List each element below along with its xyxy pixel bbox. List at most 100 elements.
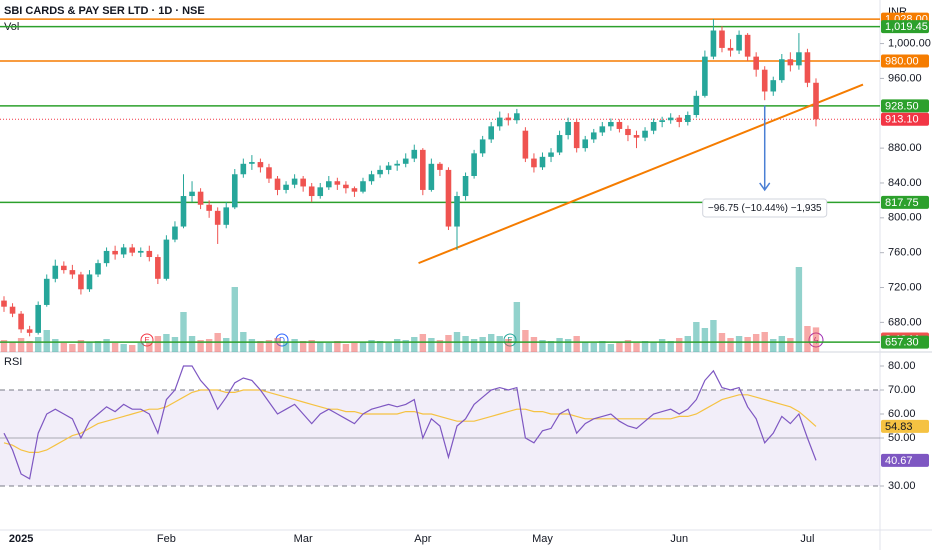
candle-body: [103, 250, 110, 264]
volume-bar: [385, 343, 392, 352]
candle-body: [86, 274, 93, 290]
candle-body: [197, 191, 204, 205]
volume-bar: [393, 339, 401, 352]
price-tag: [881, 112, 929, 126]
candle-body: [18, 313, 24, 330]
price-tag-label: 817.75: [885, 197, 919, 209]
volume-bar: [419, 334, 427, 352]
volume-bar: [325, 343, 332, 352]
rsi-title: RSI: [4, 356, 22, 368]
candle-body: [172, 226, 178, 240]
candle-body: [462, 176, 469, 197]
candle-body: [411, 149, 418, 159]
volume-bar: [650, 342, 657, 352]
volume-bar: [77, 340, 85, 352]
candle-body: [206, 204, 212, 211]
volume-bar: [607, 344, 615, 352]
candle-body: [377, 169, 383, 175]
x-tick-label: 2025: [9, 533, 33, 545]
candle-body: [35, 304, 41, 333]
volume-bar: [795, 267, 803, 352]
rsi-tick-label: 50.00: [888, 432, 916, 444]
volume-bar: [496, 336, 503, 352]
candle-body: [454, 196, 460, 227]
volume-bar: [291, 339, 298, 352]
volume-bar: [171, 337, 179, 352]
price-tag-label: 928.50: [885, 100, 919, 112]
rsi-tick-label: 60.00: [888, 408, 916, 420]
candle-body: [548, 152, 554, 157]
candle-body: [531, 158, 537, 168]
volume-bar: [205, 339, 213, 352]
candle-body: [650, 121, 657, 131]
candle-body: [514, 113, 520, 121]
volume-bar: [522, 330, 529, 352]
candle-body: [659, 120, 665, 122]
candle-body: [249, 162, 255, 164]
candle-body: [351, 188, 358, 192]
candle-body: [488, 126, 494, 140]
price-tag-label: 913.10: [885, 114, 919, 126]
candle-body: [428, 163, 435, 190]
candle-body: [240, 163, 247, 175]
volume-bar: [180, 312, 187, 352]
volume-bar: [146, 342, 153, 352]
candle-body: [9, 306, 16, 314]
y-tick-label: 680.00: [888, 316, 922, 328]
measure-label: −96.75 (−10.44%) −1,935: [708, 203, 822, 214]
volume-bar: [488, 334, 495, 352]
candle-body: [231, 174, 238, 208]
volume-bar: [658, 339, 666, 352]
volume-bar: [129, 345, 136, 352]
candle-body: [155, 257, 161, 279]
volume-bar: [342, 344, 350, 352]
y-tick-label: 760.00: [888, 247, 922, 259]
volume-bar: [539, 340, 546, 352]
candle-body: [599, 126, 606, 133]
volume-bar: [770, 339, 777, 352]
volume-bar: [274, 338, 281, 352]
volume-bar: [710, 320, 717, 352]
candle-body: [163, 239, 170, 279]
volume-bar: [197, 340, 204, 352]
volume-bar: [52, 339, 59, 352]
volume-bar: [137, 343, 144, 352]
volume-bar: [34, 337, 42, 352]
candle-body: [590, 132, 597, 140]
y-tick-label: 880.00: [888, 142, 922, 154]
volume-bar: [248, 339, 256, 352]
measure-box: [702, 198, 828, 218]
x-tick-label: Jul: [800, 533, 814, 545]
candle-body: [796, 52, 802, 66]
candle-body: [642, 130, 648, 138]
candle-body: [137, 250, 144, 253]
price-tag-label: 980.00: [885, 55, 919, 67]
volume-bar: [590, 343, 597, 352]
volume-bar: [69, 344, 76, 352]
volume-bar: [564, 339, 572, 352]
candle-body: [180, 196, 187, 227]
candle-body: [779, 59, 785, 81]
rsi-ma-tag: [881, 419, 929, 433]
volume-bar: [299, 341, 307, 352]
volume-bar: [103, 339, 110, 352]
candle-body: [522, 130, 529, 159]
candle-body: [437, 163, 443, 170]
y-tick-label: 1,000.00: [888, 37, 931, 49]
candle-body: [61, 265, 67, 271]
trend-line: [418, 83, 864, 265]
candle-body: [761, 69, 768, 92]
candle-body: [308, 186, 315, 197]
candle-body: [95, 263, 101, 275]
candle-body: [120, 247, 127, 255]
volume-bar: [812, 327, 820, 352]
candle-body: [787, 59, 794, 66]
volume-bar: [120, 344, 127, 352]
rsi-ma-tag-label: 54.83: [885, 421, 913, 433]
volume-bar: [676, 338, 683, 352]
candle-body: [214, 210, 221, 225]
volume-bar: [9, 342, 16, 352]
volume-bar: [334, 341, 341, 352]
svg-text:E: E: [144, 336, 149, 345]
volume-bar: [693, 322, 700, 352]
